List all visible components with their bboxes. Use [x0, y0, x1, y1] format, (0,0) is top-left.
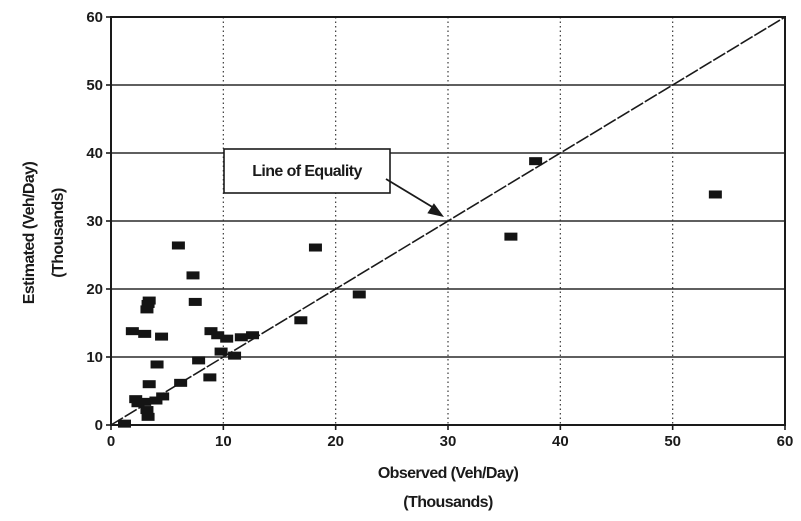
data-point: [204, 327, 218, 336]
data-point: [352, 290, 366, 299]
data-point: [138, 397, 152, 406]
data-point: [211, 331, 225, 340]
data-point: [214, 347, 228, 356]
x-axis-title: Observed (Veh/Day): [378, 465, 519, 482]
data-point: [150, 360, 164, 369]
data-point: [708, 190, 722, 199]
data-point: [308, 243, 322, 252]
data-point: [228, 351, 242, 360]
reference-line-layer: [110, 16, 786, 426]
data-point: [142, 380, 156, 389]
x-axis-unit: (Thousands): [403, 494, 493, 511]
annotation-arrow: [385, 178, 435, 209]
y-tick-label: 20: [86, 281, 103, 298]
data-point: [220, 334, 234, 343]
y-tick-label: 40: [86, 145, 103, 162]
data-point: [140, 305, 154, 314]
data-point: [129, 395, 143, 404]
data-points: [117, 157, 722, 428]
data-point: [131, 399, 145, 408]
data-point: [246, 331, 260, 340]
data-point: [188, 297, 202, 306]
y-tick-label: 30: [86, 213, 103, 230]
data-point: [171, 241, 185, 250]
y-axis-unit: (Thousands): [50, 188, 67, 278]
data-point: [156, 392, 170, 401]
x-tick-label: 60: [777, 433, 794, 450]
x-tick-label: 0: [107, 433, 115, 450]
y-tick-label: 60: [86, 9, 103, 26]
data-point: [294, 316, 308, 325]
line-of-equality: [110, 16, 786, 426]
data-point: [155, 332, 169, 341]
axis-titles: Observed (Veh/Day) (Thousands) Estimated…: [21, 162, 519, 511]
y-tick-label: 0: [95, 417, 103, 434]
data-point: [149, 396, 163, 405]
data-point: [174, 378, 188, 387]
y-tick-label: 50: [86, 77, 103, 94]
data-point: [141, 412, 155, 421]
x-tick-label: 50: [664, 433, 681, 450]
annotation-label: Line of Equality: [252, 163, 362, 180]
data-point: [192, 356, 206, 365]
x-tick-label: 10: [215, 433, 232, 450]
data-point: [529, 157, 543, 166]
data-point: [140, 406, 154, 415]
data-point: [138, 329, 152, 338]
annotation-box: [223, 148, 391, 194]
data-point: [504, 232, 518, 241]
data-point: [142, 296, 156, 305]
data-point: [117, 419, 131, 428]
x-tick-label: 40: [552, 433, 569, 450]
annotation-layer: Line of Equality: [223, 148, 444, 217]
data-point: [203, 373, 217, 382]
y-axis-title: Estimated (Veh/Day): [21, 162, 38, 305]
annotation-arrowhead: [427, 203, 444, 217]
data-point: [186, 271, 200, 280]
data-point: [234, 333, 248, 342]
data-point: [125, 327, 139, 336]
tick-labels: 0 10 20 30 40 50 60 0 10 20 30 40 50 60: [86, 9, 793, 450]
x-tick-label: 30: [440, 433, 457, 450]
x-tick-label: 20: [327, 433, 344, 450]
y-tick-label: 10: [86, 349, 103, 366]
plot-frame: [106, 16, 786, 430]
